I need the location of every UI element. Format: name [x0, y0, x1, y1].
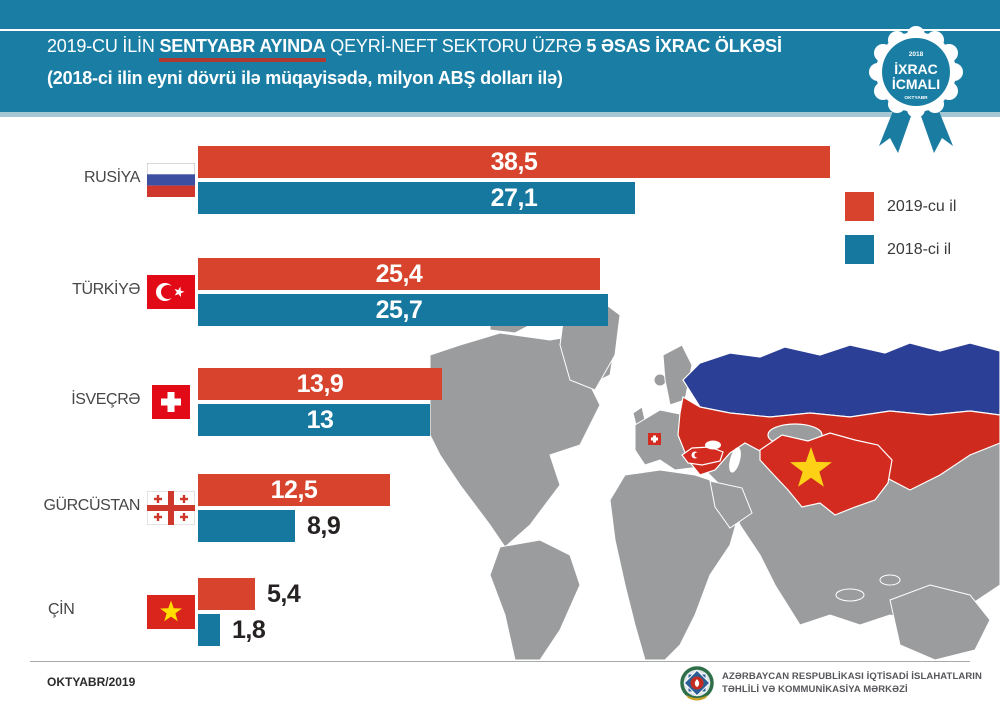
north-america-region	[429, 332, 616, 548]
black-sea	[705, 440, 721, 450]
header-bottom-strip	[0, 112, 1000, 117]
country-label: RUSİYA	[84, 169, 140, 186]
chart-row-switzerland: İSVEÇRƏ 13,9 13	[0, 368, 1000, 436]
legend-item-2019: 2019-cu il	[845, 192, 956, 221]
badge-line2: İCMALI	[892, 76, 940, 92]
title-part3: QEYRİ-NEFT SEKTORU ÜZRƏ	[325, 36, 587, 56]
caspian-sea	[729, 447, 741, 473]
bar-2018	[198, 614, 220, 646]
badge-year: 2018	[909, 51, 924, 58]
chart-row-georgia: GÜRCÜSTAN 12,5 8,9	[0, 474, 1000, 542]
bar-2019	[198, 146, 830, 178]
world-map	[429, 285, 1000, 661]
org-name-line2: TƏHLİLİ VƏ KOMMUNİKASİYA MƏRKƏZİ	[722, 683, 908, 695]
turkey-region	[681, 446, 724, 466]
bar-value: 8,9	[307, 512, 341, 540]
ribbon-badge-icon: 2018 İXRAC İCMALI OKTYABR	[869, 26, 963, 153]
chart-row-russia: RUSİYA 38,5 27,1	[0, 146, 1000, 214]
australia-region	[889, 584, 991, 661]
legend-swatch-2018	[845, 235, 874, 264]
badge-month: OKTYABR	[904, 95, 928, 101]
arabia-region	[709, 480, 753, 529]
badge-inner-circle	[882, 38, 950, 106]
china-star-icon	[790, 447, 832, 487]
country-label: İSVEÇRƏ	[71, 391, 140, 408]
header-seam	[0, 29, 1000, 31]
bar-2019	[198, 578, 255, 610]
country-label: ÇİN	[48, 601, 75, 618]
world-map-graphic	[429, 299, 1000, 661]
org-name: AZƏRBAYCAN RESPUBLİKASI İQTİSADİ İSLAHAT…	[722, 671, 982, 696]
bar-2019	[198, 474, 390, 506]
bar-2019	[198, 258, 600, 290]
legend-label-2018: 2018-ci il	[887, 240, 952, 258]
title-part4: 5 ƏSAS İXRAC ÖLKƏSİ	[586, 36, 782, 56]
bar-value: 25,7	[375, 296, 423, 324]
bar-value: 13,9	[296, 370, 344, 398]
legend-label-2019: 2019-cu il	[887, 197, 957, 215]
bar-2018	[198, 510, 295, 542]
country-label: GÜRCÜSTAN	[43, 497, 140, 514]
chart-row-china: ÇİN 5,4 1,8	[0, 578, 1000, 646]
flag-georgia-icon	[147, 491, 195, 525]
azerbaijan-emblem-icon	[678, 665, 716, 707]
export-bar-chart: RUSİYA 38,5 27,1 TÜRKİYƏ 25,4 25,7 İSVEÇRƏ 13,9…	[0, 138, 1000, 658]
footer-divider	[30, 661, 970, 662]
page-title: 2019-CU İLİN SENTYABR AYINDA QEYRİ-NEFT …	[47, 36, 782, 62]
bar-value: 12,5	[270, 476, 318, 504]
flag-china-icon	[147, 595, 195, 629]
page-subtitle: (2018-ci ilin eyni dövrü ilə müqayisədə,…	[47, 68, 563, 88]
badge-line1: İXRAC	[894, 61, 938, 77]
bar-2018	[198, 404, 430, 436]
legend-item-2018: 2018-ci il	[845, 235, 956, 264]
legend: 2019-cu il 2018-ci il	[845, 192, 956, 278]
bar-2018	[198, 182, 635, 214]
footer-date: OKTYABR/2019	[47, 675, 136, 689]
china-region	[759, 432, 893, 516]
chart-row-turkey: TÜRKİYƏ 25,4 25,7	[0, 258, 1000, 326]
title-highlight: SENTYABR AYINDA	[159, 36, 326, 62]
bar-value: 13	[306, 406, 334, 434]
bar-2019	[198, 368, 442, 400]
badge-rosette: 2018 İXRAC İCMALI OKTYABR	[864, 26, 968, 160]
bar-value: 5,4	[267, 580, 301, 608]
title-part1: 2019-CU İLİN	[47, 36, 160, 56]
switzerland-region	[648, 433, 661, 445]
bar-value: 38,5	[490, 148, 538, 176]
bar-value: 1,8	[232, 616, 266, 644]
flag-turkey-icon	[147, 275, 195, 309]
africa-region	[609, 469, 741, 661]
bar-value: 27,1	[490, 184, 538, 212]
south-america-region	[489, 539, 581, 661]
bar-2018	[198, 294, 608, 326]
bar-value: 25,4	[375, 260, 423, 288]
header-bar: 2019-CU İLİN SENTYABR AYINDA QEYRİ-NEFT …	[0, 0, 1000, 112]
flag-russia-icon	[147, 163, 195, 197]
org-name-line1: AZƏRBAYCAN RESPUBLİKASI İQTİSADİ İSLAHAT…	[722, 671, 982, 682]
flag-switzerland-icon	[147, 385, 195, 419]
legend-swatch-2019	[845, 192, 874, 221]
country-label: TÜRKİYƏ	[72, 281, 140, 298]
